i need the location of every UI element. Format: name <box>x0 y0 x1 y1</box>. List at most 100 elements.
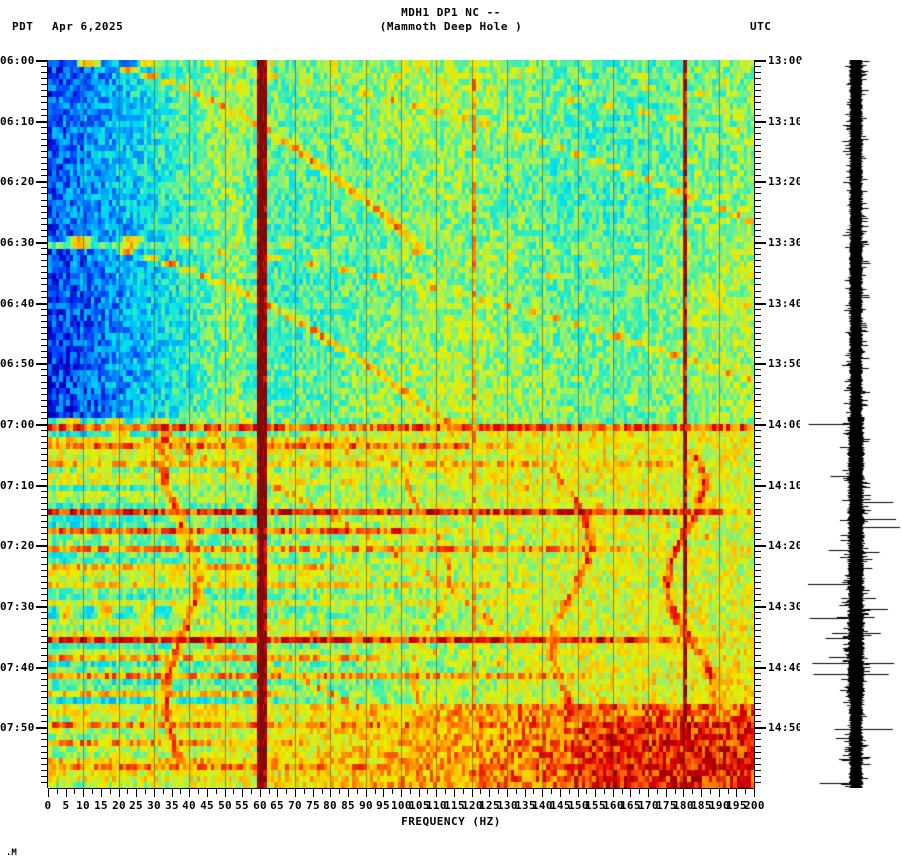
left-axis-major-tick <box>36 181 48 183</box>
right-axis-minor-tick <box>754 230 761 231</box>
x-axis-minor-tick <box>569 788 570 794</box>
right-axis-minor-tick <box>754 503 761 504</box>
left-axis-minor-tick <box>41 109 48 110</box>
x-axis-minor-tick <box>498 788 499 794</box>
left-axis-minor-tick <box>41 782 48 783</box>
right-axis-major-tick <box>754 121 766 123</box>
right-axis-minor-tick <box>754 764 761 765</box>
right-axis-minor-tick <box>754 157 761 158</box>
x-axis-frequency-label: 10 <box>76 799 90 812</box>
right-timezone-label: UTC <box>750 20 772 33</box>
x-axis-major-tick <box>136 788 137 797</box>
left-axis-minor-tick <box>41 369 48 370</box>
right-axis-minor-tick <box>754 642 761 643</box>
x-axis-frequency-label: 190 <box>709 799 730 812</box>
left-axis-minor-tick <box>41 151 48 152</box>
left-axis-major-tick <box>36 121 48 123</box>
x-axis-minor-tick <box>639 788 640 794</box>
left-axis-major-tick <box>36 606 48 608</box>
right-axis-minor-tick <box>754 151 761 152</box>
right-axis-minor-tick <box>754 254 761 255</box>
right-axis-time-label: 14:50 <box>768 721 803 734</box>
right-axis-major-tick <box>754 606 766 608</box>
x-axis-frequency-label: 75 <box>306 799 320 812</box>
right-axis-minor-tick <box>754 139 761 140</box>
right-axis-minor-tick <box>754 551 761 552</box>
x-axis-major-tick <box>507 788 508 797</box>
right-axis-major-tick <box>754 424 766 426</box>
left-axis-minor-tick <box>41 339 48 340</box>
x-axis-major-tick <box>701 788 702 797</box>
left-axis-minor-tick <box>41 278 48 279</box>
x-axis-frequency-label: 60 <box>253 799 267 812</box>
right-axis-minor-tick <box>754 497 761 498</box>
left-axis-time-label: 07:00 <box>0 418 35 431</box>
x-axis-frequency-label: 90 <box>359 799 373 812</box>
right-axis-minor-tick <box>754 557 761 558</box>
spectrogram-plot[interactable] <box>48 60 754 788</box>
right-axis-minor-tick <box>754 564 761 565</box>
left-axis-major-tick <box>36 60 48 62</box>
left-axis-major-tick <box>36 242 48 244</box>
frequency-axis: 0 5 10 15 20 25 30 35 40 45 50 55 60 65 70 75 80 85 90 95 10… <box>0 788 902 818</box>
left-axis-major-tick <box>36 303 48 305</box>
left-axis-minor-tick <box>41 503 48 504</box>
x-axis-major-tick <box>330 788 331 797</box>
x-axis-minor-tick <box>57 788 58 794</box>
right-axis-time-label: 13:40 <box>768 297 803 310</box>
right-axis-minor-tick <box>754 248 761 249</box>
left-axis-minor-tick <box>41 266 48 267</box>
x-axis-major-tick <box>754 788 755 797</box>
x-axis-major-tick <box>295 788 296 797</box>
x-axis-major-tick <box>119 788 120 797</box>
right-axis-time-label: 14:30 <box>768 600 803 613</box>
left-axis-minor-tick <box>41 776 48 777</box>
left-axis-minor-tick <box>41 224 48 225</box>
x-axis-frequency-label: 180 <box>673 799 694 812</box>
x-axis-minor-tick <box>692 788 693 794</box>
x-axis-frequency-label: 105 <box>409 799 430 812</box>
left-axis-time-label: 06:50 <box>0 357 35 370</box>
left-axis-minor-tick <box>41 697 48 698</box>
left-axis-minor-tick <box>41 576 48 577</box>
left-axis-minor-tick <box>41 630 48 631</box>
right-axis-minor-tick <box>754 175 761 176</box>
x-axis-minor-tick <box>604 788 605 794</box>
left-axis-minor-tick <box>41 206 48 207</box>
x-axis-major-tick <box>630 788 631 797</box>
right-axis-minor-tick <box>754 636 761 637</box>
x-axis-minor-tick <box>427 788 428 794</box>
spectrogram-canvas <box>48 60 754 788</box>
right-axis-time-label: 14:40 <box>768 661 803 674</box>
right-axis-major-tick <box>754 545 766 547</box>
left-axis-major-tick <box>36 424 48 426</box>
left-axis-minor-tick <box>41 169 48 170</box>
right-axis-minor-tick <box>754 278 761 279</box>
right-axis-minor-tick <box>754 473 761 474</box>
left-axis-minor-tick <box>41 66 48 67</box>
left-axis-minor-tick <box>41 145 48 146</box>
left-axis-minor-tick <box>41 642 48 643</box>
right-axis-minor-tick <box>754 612 761 613</box>
x-axis-major-tick <box>595 788 596 797</box>
x-axis-frequency-label: 115 <box>444 799 465 812</box>
left-axis-minor-tick <box>41 436 48 437</box>
right-axis-minor-tick <box>754 709 761 710</box>
right-axis-minor-tick <box>754 333 761 334</box>
right-axis-minor-tick <box>754 600 761 601</box>
x-axis-major-tick <box>383 788 384 797</box>
left-axis-minor-tick <box>41 466 48 467</box>
x-axis-major-tick <box>66 788 67 797</box>
right-axis-minor-tick <box>754 339 761 340</box>
right-axis-spine <box>754 60 755 788</box>
left-axis-minor-tick <box>41 388 48 389</box>
x-axis-frequency-label: 145 <box>550 799 571 812</box>
left-axis-minor-tick <box>41 284 48 285</box>
right-axis-minor-tick <box>754 115 761 116</box>
left-axis-minor-tick <box>41 752 48 753</box>
left-axis-minor-tick <box>41 412 48 413</box>
left-axis-minor-tick <box>41 230 48 231</box>
date-label: Apr 6,2025 <box>52 20 124 33</box>
x-axis-major-tick <box>83 788 84 797</box>
x-axis-minor-tick <box>745 788 746 794</box>
